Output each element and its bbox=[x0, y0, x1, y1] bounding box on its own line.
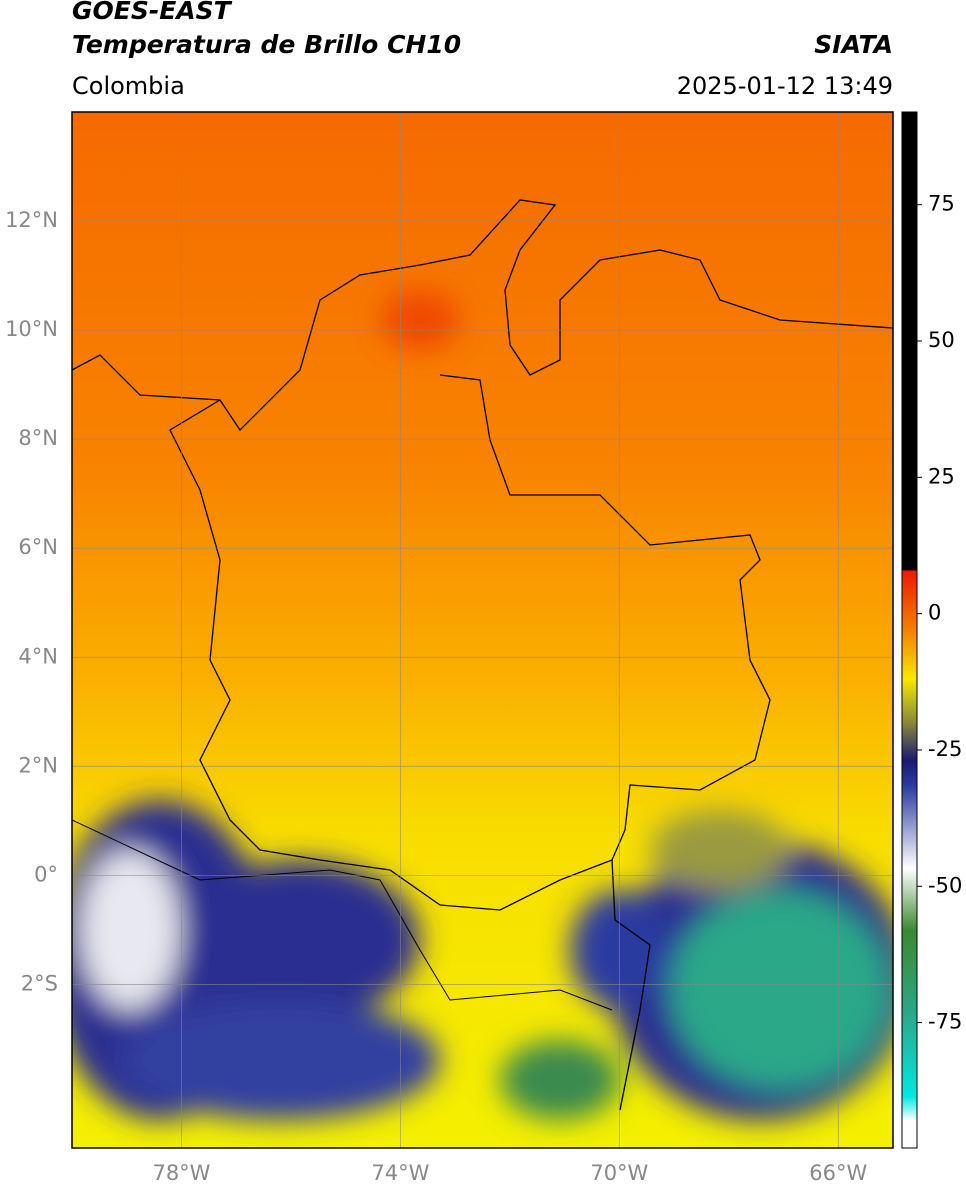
colorbar-tick-label: -50 bbox=[928, 873, 962, 897]
satellite: GOES-EAST bbox=[72, 0, 233, 25]
lat-tick-label: 10°N bbox=[5, 317, 58, 341]
colorbar-tick-label: -75 bbox=[928, 1010, 962, 1034]
satellite-image bbox=[72, 112, 893, 1148]
colorbar-tick-label: 75 bbox=[928, 192, 955, 216]
lat-tick-label: 8°N bbox=[18, 426, 58, 450]
colorbar-tick-label: 0 bbox=[928, 601, 941, 625]
lat-tick-label: 12°N bbox=[5, 208, 58, 232]
colorbar-tick-label: -25 bbox=[928, 737, 962, 761]
lon-tick-label: 74°W bbox=[371, 1161, 429, 1185]
region: Colombia bbox=[72, 72, 185, 100]
map-frame bbox=[71, 111, 894, 1149]
colorbar-tick-label: 50 bbox=[928, 328, 955, 352]
lon-tick-label: 66°W bbox=[809, 1161, 867, 1185]
lat-tick-label: 0° bbox=[34, 862, 58, 886]
lon-tick-label: 78°W bbox=[152, 1161, 210, 1185]
lon-tick-label: 70°W bbox=[590, 1161, 648, 1185]
source: SIATA bbox=[814, 30, 893, 59]
lat-tick-label: 2°N bbox=[18, 753, 58, 777]
lat-tick-label: 6°N bbox=[18, 535, 58, 559]
title: Temperatura de Brillo CH10 bbox=[72, 30, 461, 59]
datetime: 2025-01-12 13:49 bbox=[677, 72, 893, 100]
colorbar-tick-label: 25 bbox=[928, 464, 955, 488]
lat-tick-label: 2°S bbox=[21, 971, 58, 995]
colorbar bbox=[901, 111, 918, 1149]
lat-tick-label: 4°N bbox=[18, 644, 58, 668]
graticule bbox=[72, 112, 893, 1148]
